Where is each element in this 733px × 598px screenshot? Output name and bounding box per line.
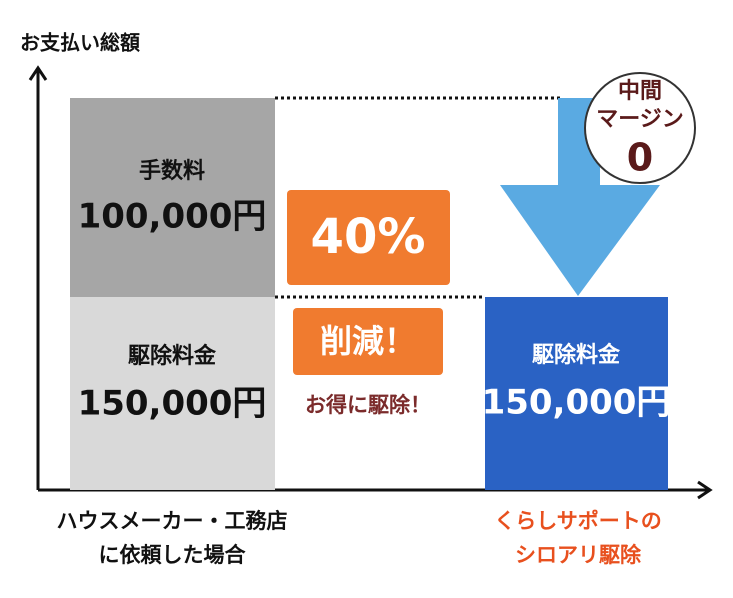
left-caption: に依頼した場合	[99, 543, 247, 567]
left-caption: ハウスメーカー・工務店	[57, 509, 288, 533]
badge-value: 0	[627, 136, 653, 180]
arrow-head	[500, 185, 660, 296]
right-title: 駆除料金	[532, 342, 621, 368]
y-axis-arrow	[28, 65, 48, 81]
right-amount: 150,000円	[482, 383, 671, 423]
right-caption: シロアリ駆除	[515, 543, 642, 567]
badge-line2: マージン	[596, 107, 684, 132]
base-block	[70, 297, 275, 490]
percent-box	[287, 190, 450, 285]
note: お得に駆除！	[305, 393, 431, 417]
fee-amount: 100,000円	[78, 197, 267, 237]
fee-title: 手数料	[139, 158, 205, 184]
percent: 40%	[311, 209, 426, 265]
base-amount: 150,000円	[78, 384, 267, 424]
reduction-box	[293, 308, 443, 375]
fee-block	[70, 98, 275, 297]
badge	[584, 72, 696, 184]
x-axis-arrow	[697, 480, 713, 500]
badge-line1: 中間	[618, 79, 662, 104]
right-caption: くらしサポートの	[494, 509, 662, 533]
base-title: 駆除料金	[128, 343, 217, 369]
reduction: 削減！	[320, 322, 416, 360]
axis-label: お支払い総額	[20, 31, 140, 55]
right-block	[485, 297, 668, 490]
